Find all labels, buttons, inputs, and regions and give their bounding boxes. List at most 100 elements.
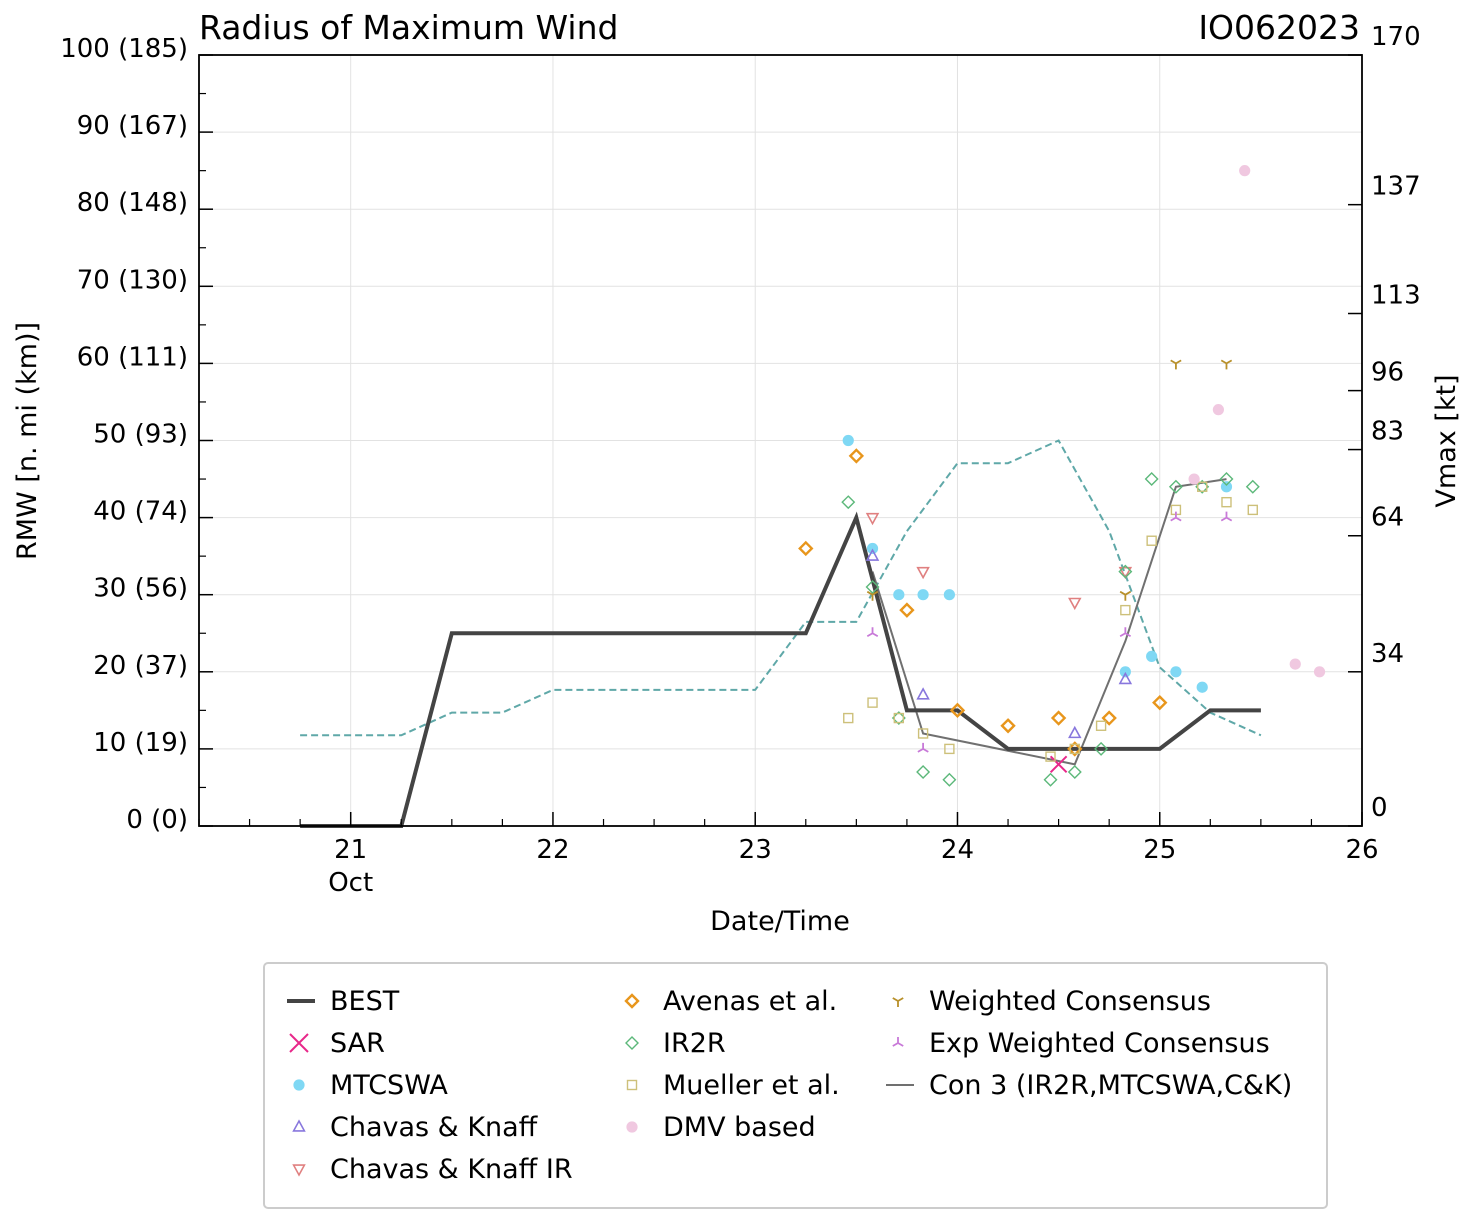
weighted-consensus-point bbox=[1119, 590, 1132, 601]
legend-ir2r-swatch bbox=[625, 1036, 639, 1050]
avenas-et-al-point bbox=[899, 602, 915, 618]
dmv-based-point bbox=[1239, 165, 1251, 177]
y2-tick-label: 96 bbox=[1371, 358, 1404, 388]
y-tick-label: 80 (148) bbox=[77, 188, 188, 218]
series-dmv-based bbox=[1188, 165, 1326, 678]
legend-chavas-knaff-ir-swatch bbox=[292, 1164, 306, 1177]
y-tick-label: 70 (130) bbox=[77, 265, 188, 295]
mueller-et-al-point bbox=[843, 712, 854, 724]
ir2r-point bbox=[1094, 741, 1109, 756]
legend-mueller-et-al-swatch bbox=[626, 1079, 638, 1091]
y2-tick-label: 137 bbox=[1371, 172, 1421, 202]
legend-avenas-et-al-entry: Avenas et al. bbox=[624, 986, 837, 1017]
y2-tick-label: 83 bbox=[1371, 417, 1404, 447]
legend-exp-weighted-consensus-entry: Exp Weighted Consensus bbox=[892, 1028, 1270, 1059]
chavas-knaff-ir-point bbox=[1118, 566, 1133, 580]
legend-con-3-ir2r-mtcswa-c-k-entry: Con 3 (IR2R,MTCSWA,C&K) bbox=[886, 1070, 1292, 1101]
legend-avenas-et-al-label: Avenas et al. bbox=[663, 986, 837, 1017]
mtcswa-point bbox=[842, 434, 854, 447]
exp-weighted-consensus-point bbox=[1220, 511, 1233, 522]
storm-id: IO062023 bbox=[1198, 8, 1360, 47]
legend-ir2r-label: IR2R bbox=[663, 1028, 726, 1059]
y-tick-label: 0 (0) bbox=[126, 805, 188, 835]
legend-ir2r-entry: IR2R bbox=[625, 1028, 726, 1059]
exp-weighted-consensus-point bbox=[917, 742, 929, 753]
ir2r-point bbox=[916, 765, 931, 780]
chavas-knaff-point bbox=[1068, 725, 1082, 739]
weighted-consensus-point bbox=[866, 590, 879, 601]
chavas-knaff-point bbox=[916, 687, 930, 700]
y2-tick-label: 170 bbox=[1371, 22, 1421, 52]
ir2r-point bbox=[865, 580, 880, 594]
chavas-knaff-ir-point bbox=[1068, 597, 1082, 611]
mtcswa-point bbox=[866, 542, 879, 555]
dmv-based-point bbox=[1313, 666, 1326, 678]
y-tick-label: 60 (111) bbox=[77, 342, 188, 372]
legend-mtcswa-swatch bbox=[293, 1079, 305, 1091]
chart-title: Radius of Maximum Wind bbox=[199, 8, 618, 47]
y2-tick-label: 64 bbox=[1371, 503, 1404, 533]
legend-sar-label: SAR bbox=[330, 1028, 385, 1059]
avenas-et-al-point bbox=[1000, 718, 1016, 734]
weighted-consensus-point bbox=[1220, 359, 1233, 370]
mueller-et-al-point bbox=[1069, 743, 1080, 755]
legend-sar-swatch bbox=[289, 1033, 309, 1053]
ir2r-point bbox=[1118, 564, 1133, 579]
x-axis-label: Date/Time bbox=[710, 906, 850, 937]
y2-tick-label: 34 bbox=[1371, 639, 1404, 669]
mueller-et-al-point bbox=[1146, 535, 1157, 546]
legend-dmv-based-entry: DMV based bbox=[626, 1112, 816, 1143]
ir2r-point bbox=[1168, 479, 1183, 494]
legend-avenas-et-al-swatch bbox=[624, 993, 640, 1009]
dmv-based-point bbox=[1289, 658, 1301, 670]
chavas-knaff-ir-point bbox=[916, 566, 930, 580]
legend-box bbox=[263, 962, 1328, 1209]
mueller-et-al-point bbox=[893, 712, 905, 724]
y2-tick-label: 113 bbox=[1371, 281, 1421, 311]
series-exp-weighted-consensus bbox=[866, 511, 1233, 753]
avenas-et-al-point bbox=[1101, 710, 1117, 726]
legend-mueller-et-al-label: Mueller et al. bbox=[663, 1070, 840, 1101]
series-layer bbox=[300, 165, 1326, 828]
x-tick-label: 21 bbox=[334, 835, 367, 865]
series-con-3-ir2r-mtcswa-c-k bbox=[871, 478, 1227, 766]
legend-exp-weighted-consensus-swatch bbox=[892, 1037, 904, 1047]
sar-point bbox=[1049, 755, 1068, 774]
legend-mtcswa-label: MTCSWA bbox=[330, 1070, 448, 1101]
chavas-knaff-ir-point bbox=[865, 512, 880, 526]
legend-best-entry: BEST bbox=[287, 986, 400, 1017]
series-chavas-knaff-ir bbox=[865, 512, 1133, 611]
exp-weighted-consensus-point bbox=[866, 627, 879, 638]
mueller-et-al-point bbox=[1095, 720, 1107, 731]
mtcswa-point bbox=[1146, 650, 1158, 662]
avenas-et-al-point bbox=[1152, 694, 1168, 711]
y-tick-label: 100 (185) bbox=[60, 34, 188, 64]
legend-chavas-knaff-label: Chavas & Knaff bbox=[330, 1112, 539, 1143]
series-vmax-right-axis bbox=[300, 439, 1262, 737]
legend-mtcswa-entry: MTCSWA bbox=[293, 1070, 448, 1101]
dmv-based-point bbox=[1188, 473, 1200, 485]
best-line bbox=[300, 511, 1261, 828]
x-tick-label: 26 bbox=[1345, 835, 1378, 865]
legend-sar-entry: SAR bbox=[289, 1028, 385, 1059]
legend-weighted-consensus-entry: Weighted Consensus bbox=[892, 986, 1211, 1017]
ir2r-point bbox=[1219, 472, 1234, 487]
mueller-et-al-point bbox=[944, 743, 955, 755]
mueller-et-al-point bbox=[1120, 604, 1131, 616]
mueller-et-al-point bbox=[1221, 496, 1232, 508]
mtcswa-point bbox=[943, 589, 955, 601]
ir2r-point bbox=[841, 495, 856, 510]
mueller-et-al-point bbox=[1045, 751, 1056, 762]
legend-exp-weighted-consensus-label: Exp Weighted Consensus bbox=[929, 1028, 1270, 1059]
mtcswa-point bbox=[893, 589, 905, 601]
avenas-et-al-point bbox=[1050, 710, 1067, 726]
y2-axis-label: Vmax [kt] bbox=[1431, 374, 1462, 507]
mtcswa-point bbox=[1170, 666, 1182, 678]
chavas-knaff-point bbox=[865, 548, 880, 561]
legend-chavas-knaff-entry: Chavas & Knaff bbox=[292, 1112, 539, 1143]
legend-weighted-consensus-swatch bbox=[892, 997, 904, 1007]
ir2r-point bbox=[1144, 472, 1159, 487]
legend-chavas-knaff-ir-label: Chavas & Knaff IR bbox=[330, 1154, 573, 1185]
x-tick-sublabel: Oct bbox=[328, 868, 373, 898]
